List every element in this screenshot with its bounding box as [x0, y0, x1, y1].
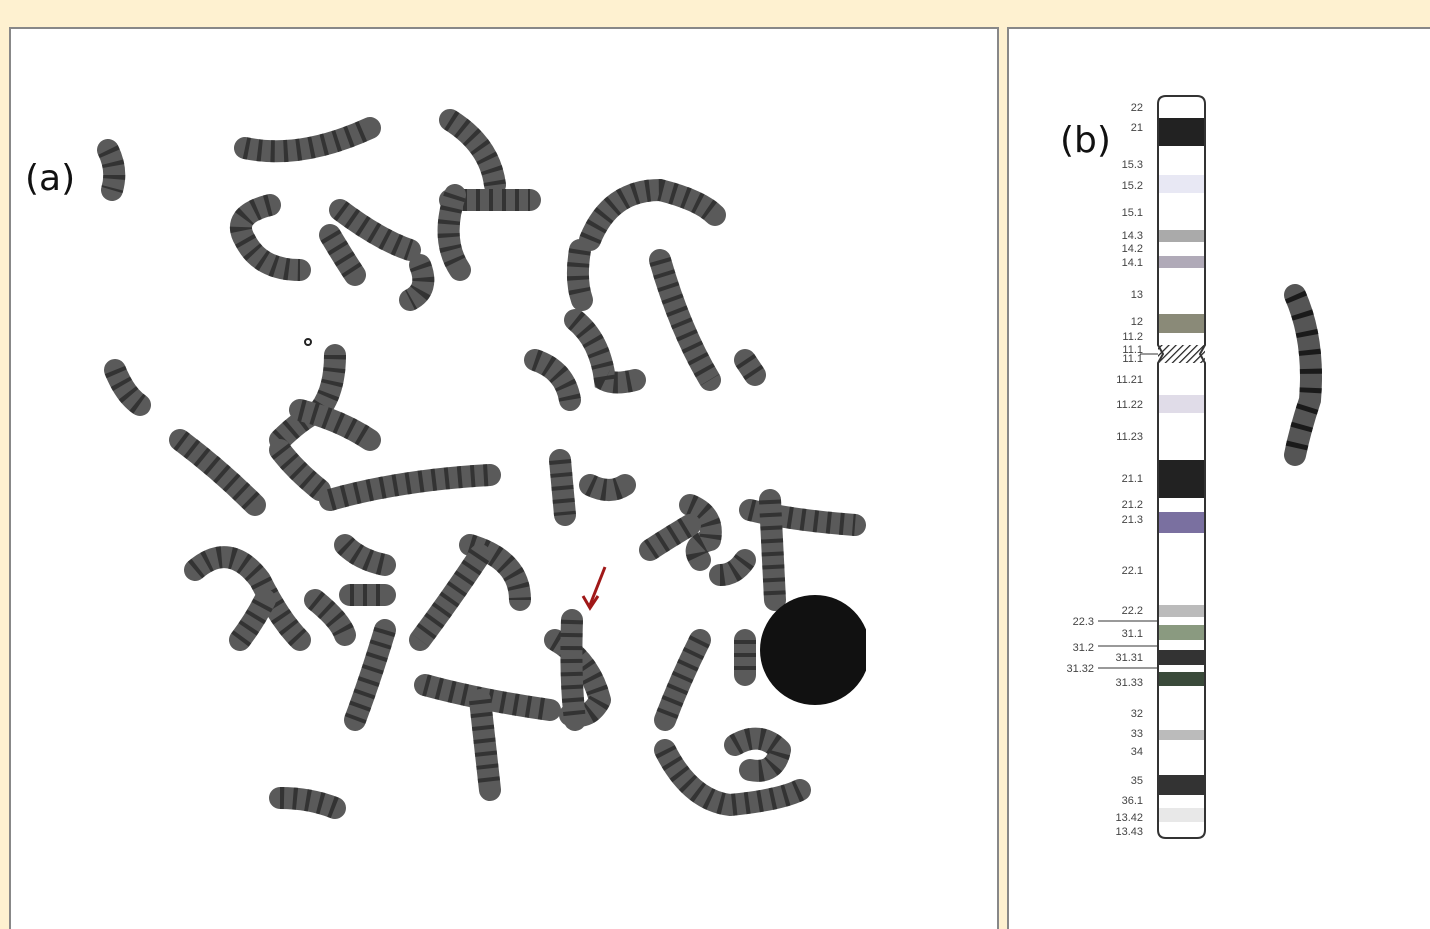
- band-label: 13: [1131, 289, 1143, 301]
- band-label: 31.32: [1066, 663, 1094, 675]
- band-label: 21: [1131, 122, 1143, 134]
- band-label: 21.3: [1122, 514, 1143, 526]
- band-label: 31.31: [1115, 652, 1143, 664]
- band-label: 21.1: [1122, 473, 1143, 485]
- band-label: 22.3: [1073, 616, 1094, 628]
- panel-b: [1008, 28, 1430, 929]
- panel-a: [10, 28, 998, 929]
- figure: (a) (b) 22 21 15.3 15.2 15.1 14.314.2 14.1 13 12…: [0, 0, 1430, 929]
- band-label: 15.3: [1122, 159, 1143, 171]
- band-label: 33: [1131, 728, 1143, 740]
- chromosome: [590, 485, 625, 490]
- band-label: 15.2: [1122, 180, 1143, 192]
- panel-label: (a): [25, 158, 75, 199]
- band-label: 11.1: [1122, 353, 1143, 365]
- band-label: 31.2: [1073, 642, 1094, 654]
- band-label: 13.43: [1115, 826, 1143, 838]
- band-label: 14.3: [1122, 230, 1143, 242]
- chromosome: [108, 150, 114, 190]
- band-label: 31.1: [1122, 628, 1143, 640]
- band-label: 22.1: [1122, 565, 1143, 577]
- nucleus: [760, 595, 870, 705]
- band-label: 11.21: [1116, 374, 1143, 386]
- band-label: 15.1: [1122, 207, 1143, 219]
- band-label: 22.2: [1122, 605, 1143, 617]
- band-label: 14.1: [1122, 257, 1143, 269]
- band-label: 11.22: [1116, 399, 1143, 411]
- band-label: 11.23: [1116, 431, 1143, 443]
- band-label: 31.33: [1115, 677, 1143, 689]
- band-label: 12: [1131, 316, 1143, 328]
- band-label: 34: [1131, 746, 1143, 758]
- band-label: 35: [1131, 775, 1143, 787]
- band-label: 13.42: [1115, 812, 1143, 824]
- panel-label: (b): [1060, 120, 1111, 161]
- band-label: 21.2: [1122, 499, 1143, 511]
- band-label: 32: [1131, 708, 1143, 720]
- band-label: 11.2: [1122, 331, 1143, 343]
- band-label: 22: [1131, 102, 1143, 114]
- band-label: 36.1: [1122, 795, 1143, 807]
- band-label: 14.2: [1122, 243, 1143, 255]
